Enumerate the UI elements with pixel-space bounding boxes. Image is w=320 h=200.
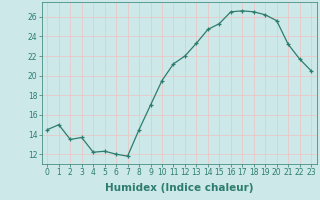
X-axis label: Humidex (Indice chaleur): Humidex (Indice chaleur) — [105, 183, 253, 193]
